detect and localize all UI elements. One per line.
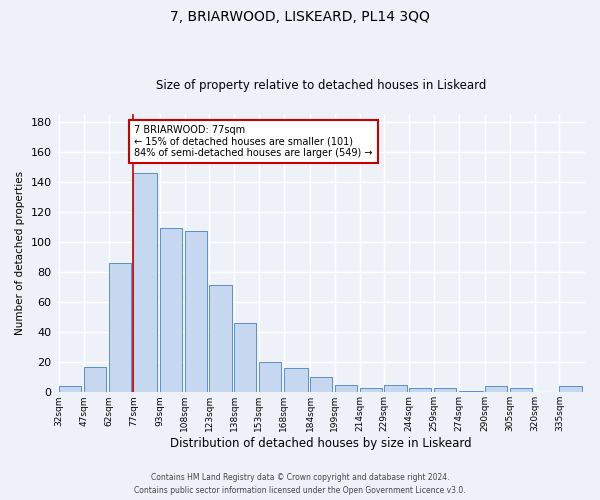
- Bar: [109, 263, 131, 392]
- Text: 7 BRIARWOOD: 77sqm
← 15% of detached houses are smaller (101)
84% of semi-detach: 7 BRIARWOOD: 77sqm ← 15% of detached hou…: [134, 124, 373, 158]
- Bar: [185, 232, 207, 392]
- Text: Contains HM Land Registry data © Crown copyright and database right 2024.
Contai: Contains HM Land Registry data © Crown c…: [134, 474, 466, 495]
- Bar: [133, 172, 157, 392]
- Title: Size of property relative to detached houses in Liskeard: Size of property relative to detached ho…: [155, 79, 486, 92]
- X-axis label: Distribution of detached houses by size in Liskeard: Distribution of detached houses by size …: [170, 437, 472, 450]
- Bar: [385, 385, 407, 392]
- Bar: [409, 388, 431, 392]
- Bar: [434, 388, 456, 392]
- Bar: [59, 386, 82, 392]
- Bar: [510, 388, 532, 392]
- Bar: [485, 386, 508, 392]
- Bar: [458, 391, 482, 392]
- Bar: [259, 362, 281, 392]
- Y-axis label: Number of detached properties: Number of detached properties: [15, 171, 25, 335]
- Bar: [234, 323, 256, 392]
- Text: 7, BRIARWOOD, LISKEARD, PL14 3QQ: 7, BRIARWOOD, LISKEARD, PL14 3QQ: [170, 10, 430, 24]
- Bar: [209, 286, 232, 393]
- Bar: [284, 368, 308, 392]
- Bar: [160, 228, 182, 392]
- Bar: [84, 366, 106, 392]
- Bar: [310, 377, 332, 392]
- Bar: [335, 385, 357, 392]
- Bar: [559, 386, 581, 392]
- Bar: [359, 388, 382, 392]
